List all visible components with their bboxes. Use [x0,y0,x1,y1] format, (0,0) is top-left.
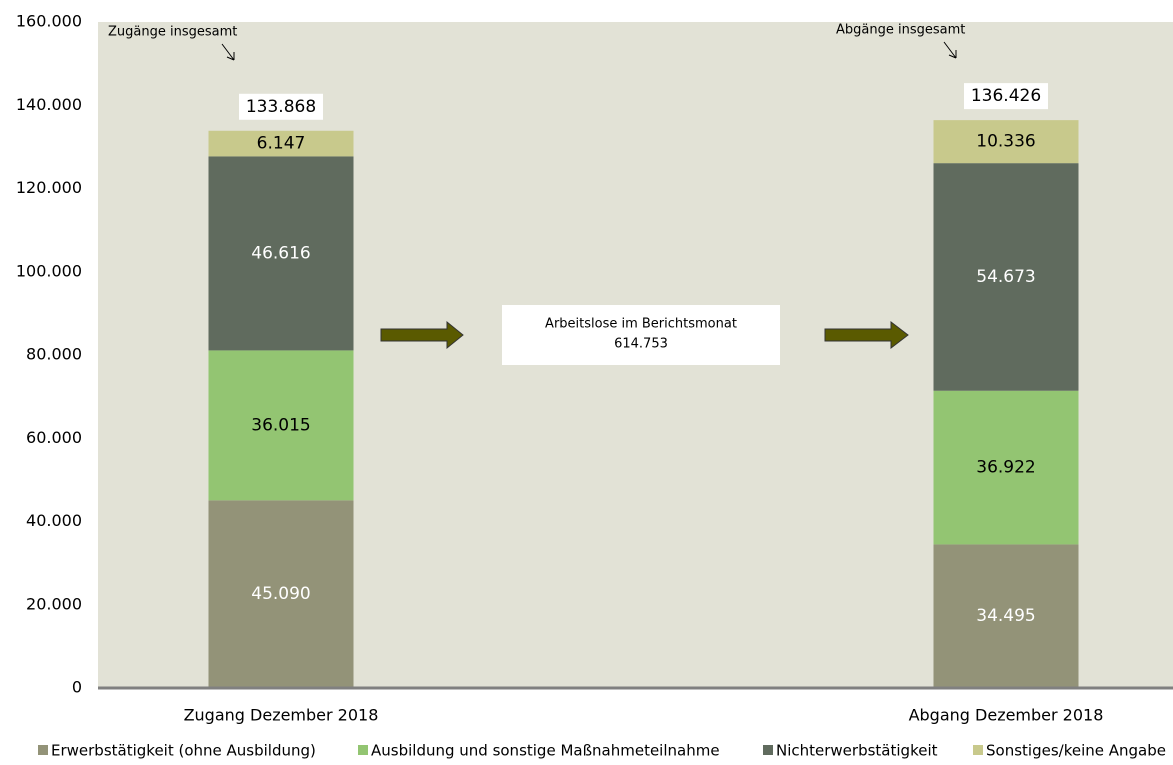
annotation-arrow [221,43,235,61]
center-box [502,305,780,365]
y-tick-label: 100.000 [16,261,82,280]
legend-text: Erwerbstätigkeit (ohne Ausbildung) [51,742,316,760]
bar-segment [208,156,354,351]
bar-segment [933,163,1079,391]
x-tick-label: Abgang Dezember 2018 [909,706,1104,725]
data-label: 34.495 [976,606,1035,626]
data-label: 46.616 [251,243,310,263]
legend-swatch [763,745,773,755]
bar-segment [933,390,1079,545]
legend-swatch [973,745,983,755]
total-box [239,93,323,120]
data-label: 36.922 [976,458,1035,478]
annotation-arrow [943,41,957,59]
center-box-value: 614.753 [614,337,668,352]
annotation: Abgänge insgesamt [836,23,965,38]
bar-segment [208,350,354,501]
bar-segment [933,120,1079,164]
y-tick-label: 120.000 [16,178,82,197]
legend-swatch [358,745,368,755]
y-tick-label: 20.000 [26,594,82,613]
total-label: 133.868 [246,97,316,117]
total-label: 136.426 [971,86,1041,106]
bar-segment [208,130,354,157]
y-tick-label: 60.000 [26,428,82,447]
legend-text: Nichterwerbstätigkeit [776,742,938,760]
total-box [964,83,1048,110]
data-label: 45.090 [251,584,310,604]
y-tick-label: 140.000 [16,95,82,114]
data-label: 10.336 [976,132,1035,152]
y-tick-label: 160.000 [16,12,82,31]
annotation: Zugänge insgesamt [108,25,237,40]
data-label: 54.673 [976,267,1035,287]
bar-segment [208,500,354,688]
legend-text: Sonstiges/keine Angabe [986,742,1166,760]
arrow [380,320,464,350]
y-tick-label: 80.000 [26,345,82,364]
data-label: 6.147 [257,134,306,154]
arrow [824,320,909,350]
legend-text: Ausbildung und sonstige Maßnahmeteilnahm… [371,742,720,760]
y-tick-label: 40.000 [26,511,82,530]
x-tick-label: Zugang Dezember 2018 [184,706,379,725]
data-label: 36.015 [251,415,310,435]
bar-segment [933,544,1079,688]
legend-swatch [38,745,48,755]
center-box-text: Arbeitslose im Berichtsmonat [545,317,737,332]
y-tick-label: 0 [72,678,82,697]
